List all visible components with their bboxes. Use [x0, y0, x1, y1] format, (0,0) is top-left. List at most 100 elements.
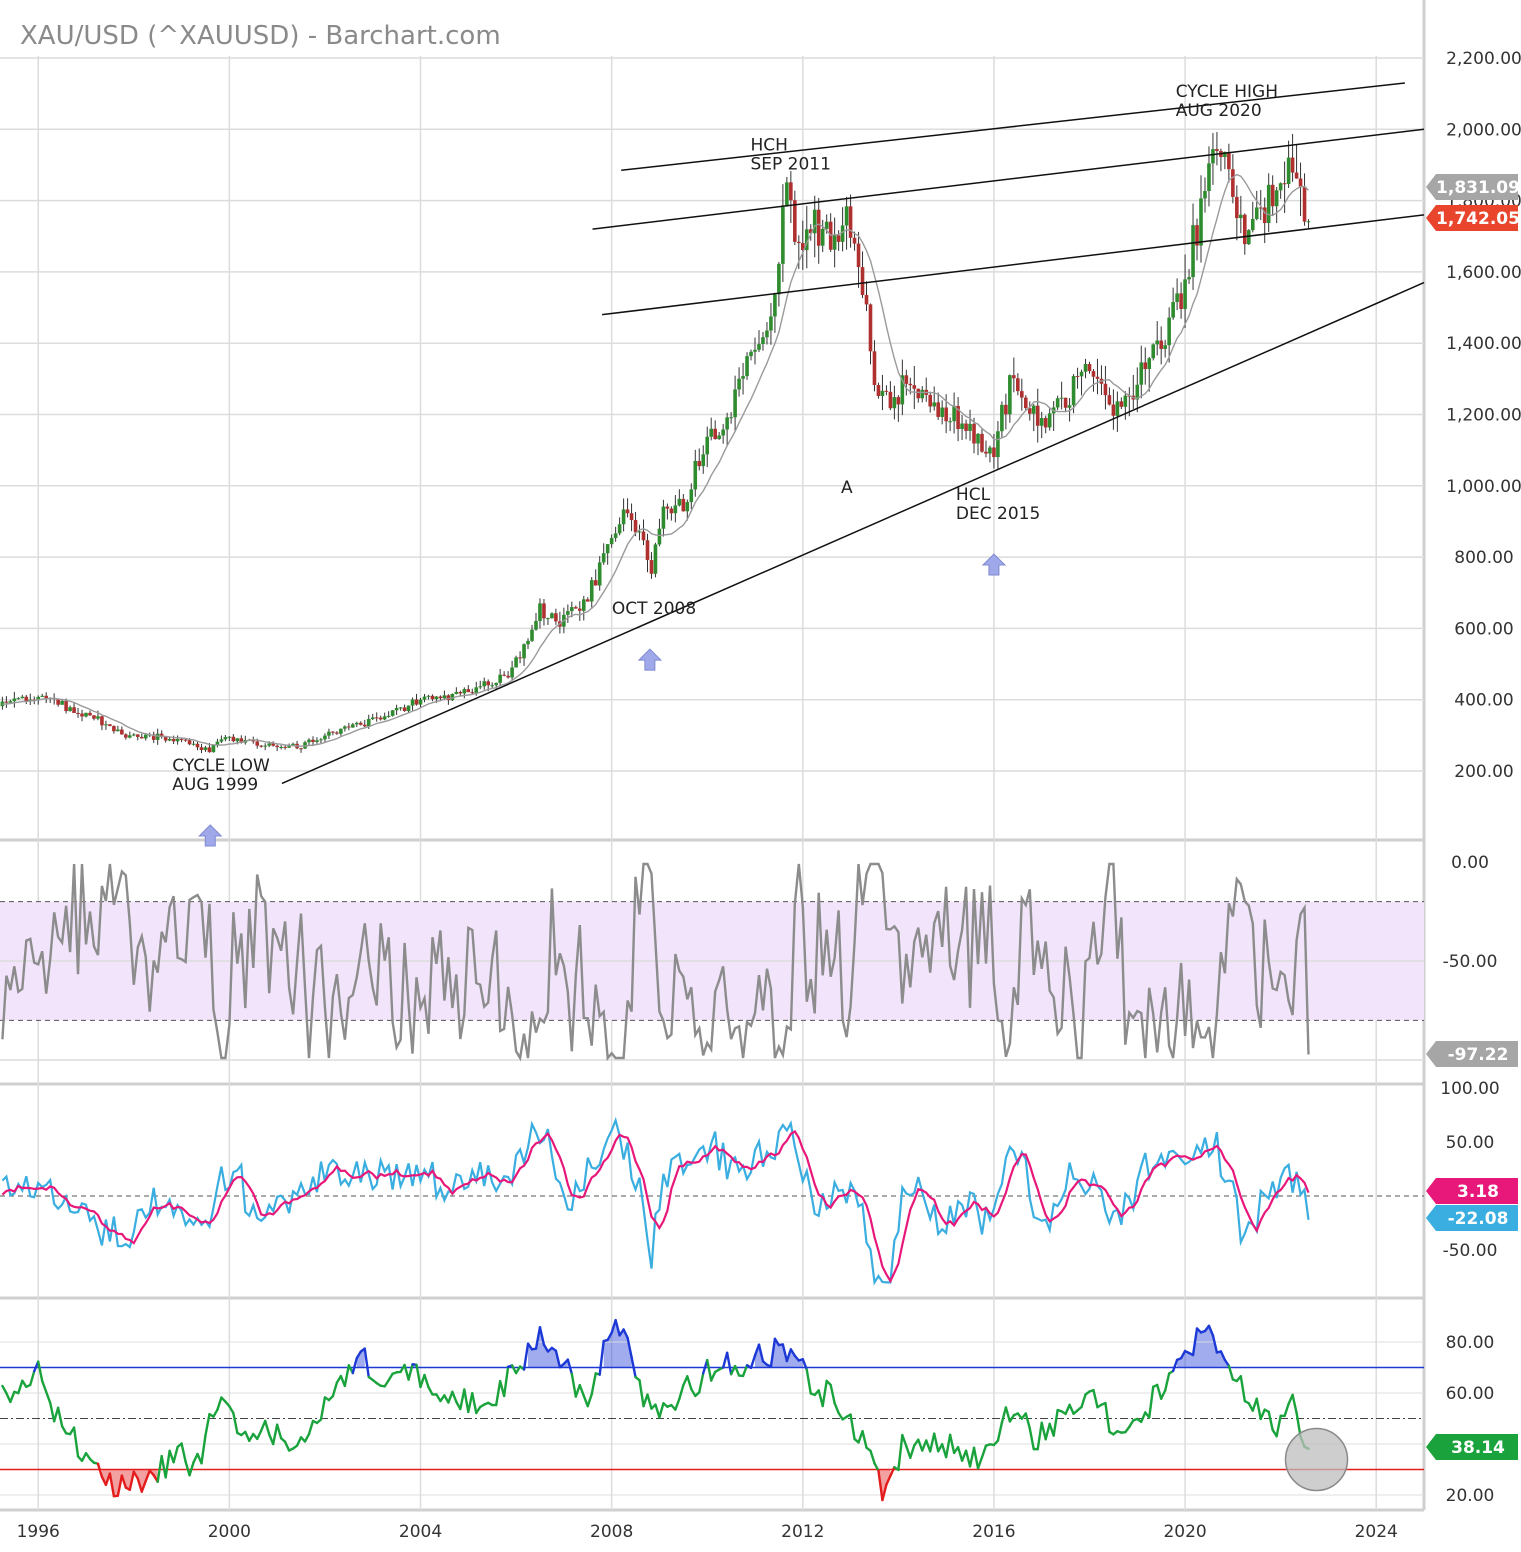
candle-body: [478, 686, 483, 688]
cci-slow-last-badge-bg: [1426, 1178, 1518, 1204]
candle-body: [992, 447, 996, 458]
rsi-line-segment: [419, 1373, 426, 1389]
rsi-line-segment: [1140, 1411, 1147, 1424]
candle-body: [394, 707, 399, 711]
candle-body: [550, 613, 554, 619]
candle-body: [629, 513, 634, 520]
candle-body: [522, 644, 526, 659]
candle-body: [1155, 340, 1159, 345]
candle-body: [223, 737, 228, 740]
candle-body: [370, 717, 375, 719]
rsi-line-segment: [363, 1347, 370, 1379]
candle-body: [1111, 404, 1116, 416]
candle-body: [207, 747, 212, 753]
candle-body: [633, 519, 638, 533]
x-tick-label: 1996: [17, 1522, 60, 1542]
rsi-line-segment: [494, 1379, 502, 1407]
candle-body: [151, 734, 156, 740]
cci-slow-last-badge-text: 3.18: [1457, 1182, 1499, 1202]
cci-panel: [0, 1116, 1424, 1286]
cci-tick-label: -50.00: [1443, 1241, 1498, 1261]
rsi-line-segment: [355, 1350, 362, 1360]
rsi-line-segment: [968, 1446, 976, 1468]
axes: 1996 2000 2004 2008 2012 2016 2020 2024 2,200.00…: [17, 49, 1521, 1542]
candle-body: [936, 402, 940, 417]
candle-body: [498, 674, 502, 683]
candle-body: [438, 696, 443, 699]
candle-body: [171, 738, 176, 742]
candle-body: [940, 407, 944, 417]
candle-body: [1000, 404, 1004, 432]
candle-body: [677, 498, 682, 506]
candle-body: [1151, 344, 1156, 359]
candle-body: [984, 451, 988, 454]
candle-body: [900, 375, 905, 405]
candle-body: [916, 388, 921, 399]
candle-body: [8, 701, 13, 703]
moving-average-line: [2, 173, 1309, 747]
candle-body: [414, 699, 419, 705]
rsi-line-segment: [427, 1385, 434, 1396]
candle-body: [737, 378, 741, 390]
candle-body: [621, 509, 626, 525]
candle-body: [860, 267, 865, 295]
rsi-line-segment: [1104, 1401, 1111, 1434]
candle-body: [625, 509, 630, 514]
candle-body: [800, 243, 805, 251]
rsi-line-segment: [522, 1342, 530, 1371]
rsi-line-segment: [475, 1405, 482, 1415]
cci-fast-last-badge-bg: [1426, 1205, 1518, 1231]
candle-body: [1191, 225, 1195, 278]
candle-body: [1055, 398, 1060, 408]
rsi-line-segment: [1207, 1324, 1215, 1337]
annotation-label: DEC 2015: [956, 504, 1040, 524]
highlight-circle: [1284, 1427, 1349, 1492]
rsi-line-segment: [1004, 1406, 1012, 1423]
rsi-line-segment: [769, 1337, 777, 1368]
rsi-line-segment: [228, 1405, 235, 1415]
rsi-line-segment: [144, 1469, 151, 1483]
rsi-line-segment: [1291, 1393, 1298, 1415]
candle-body: [80, 713, 84, 717]
candle-body: [131, 734, 136, 736]
rsi-line-segment: [917, 1438, 924, 1452]
candle-body: [1079, 371, 1084, 377]
rsi-last-badge-bg: [1426, 1434, 1518, 1460]
candle-body: [187, 740, 192, 745]
candle-body: [896, 397, 901, 405]
candle-body: [904, 375, 909, 384]
candle-body: [398, 707, 403, 709]
rsi-line-segment: [956, 1445, 964, 1462]
candle-body: [191, 743, 196, 745]
candle-body: [876, 384, 881, 397]
rsi-line-segment: [9, 1390, 16, 1404]
rsi-line-segment: [184, 1460, 191, 1477]
candle-body: [1012, 375, 1016, 379]
rsi-line-segment: [578, 1383, 585, 1397]
candle-body: [566, 611, 570, 615]
rsi-line-segment: [654, 1403, 661, 1419]
candle-body: [112, 726, 116, 732]
candle-body: [653, 544, 658, 574]
price-tick-label: 1,000.00: [1446, 477, 1521, 497]
rsi-line-segment: [598, 1339, 605, 1376]
chart-title: XAU/USD (^XAUUSD) - Barchart.com: [20, 21, 501, 51]
candle-body: [685, 502, 690, 512]
candle-body: [1195, 225, 1199, 246]
rsi-line-segment: [60, 1425, 68, 1435]
candle-body: [1246, 230, 1251, 245]
rsi-line-segment: [1211, 1334, 1219, 1354]
candle-body: [701, 454, 706, 467]
rsi-line-segment: [136, 1477, 143, 1493]
candle-body: [749, 351, 753, 357]
x-tick-label: 2008: [590, 1522, 633, 1542]
candle-body: [96, 716, 100, 719]
candle-body: [570, 607, 574, 612]
candle-body: [347, 726, 351, 728]
candle-body: [832, 235, 837, 250]
rsi-line-segment: [1040, 1421, 1047, 1441]
rsi-line-segment: [1000, 1406, 1008, 1424]
rsi-overbought-fill: [1177, 1325, 1229, 1368]
candle-body: [143, 734, 148, 739]
candle-body: [470, 692, 475, 694]
